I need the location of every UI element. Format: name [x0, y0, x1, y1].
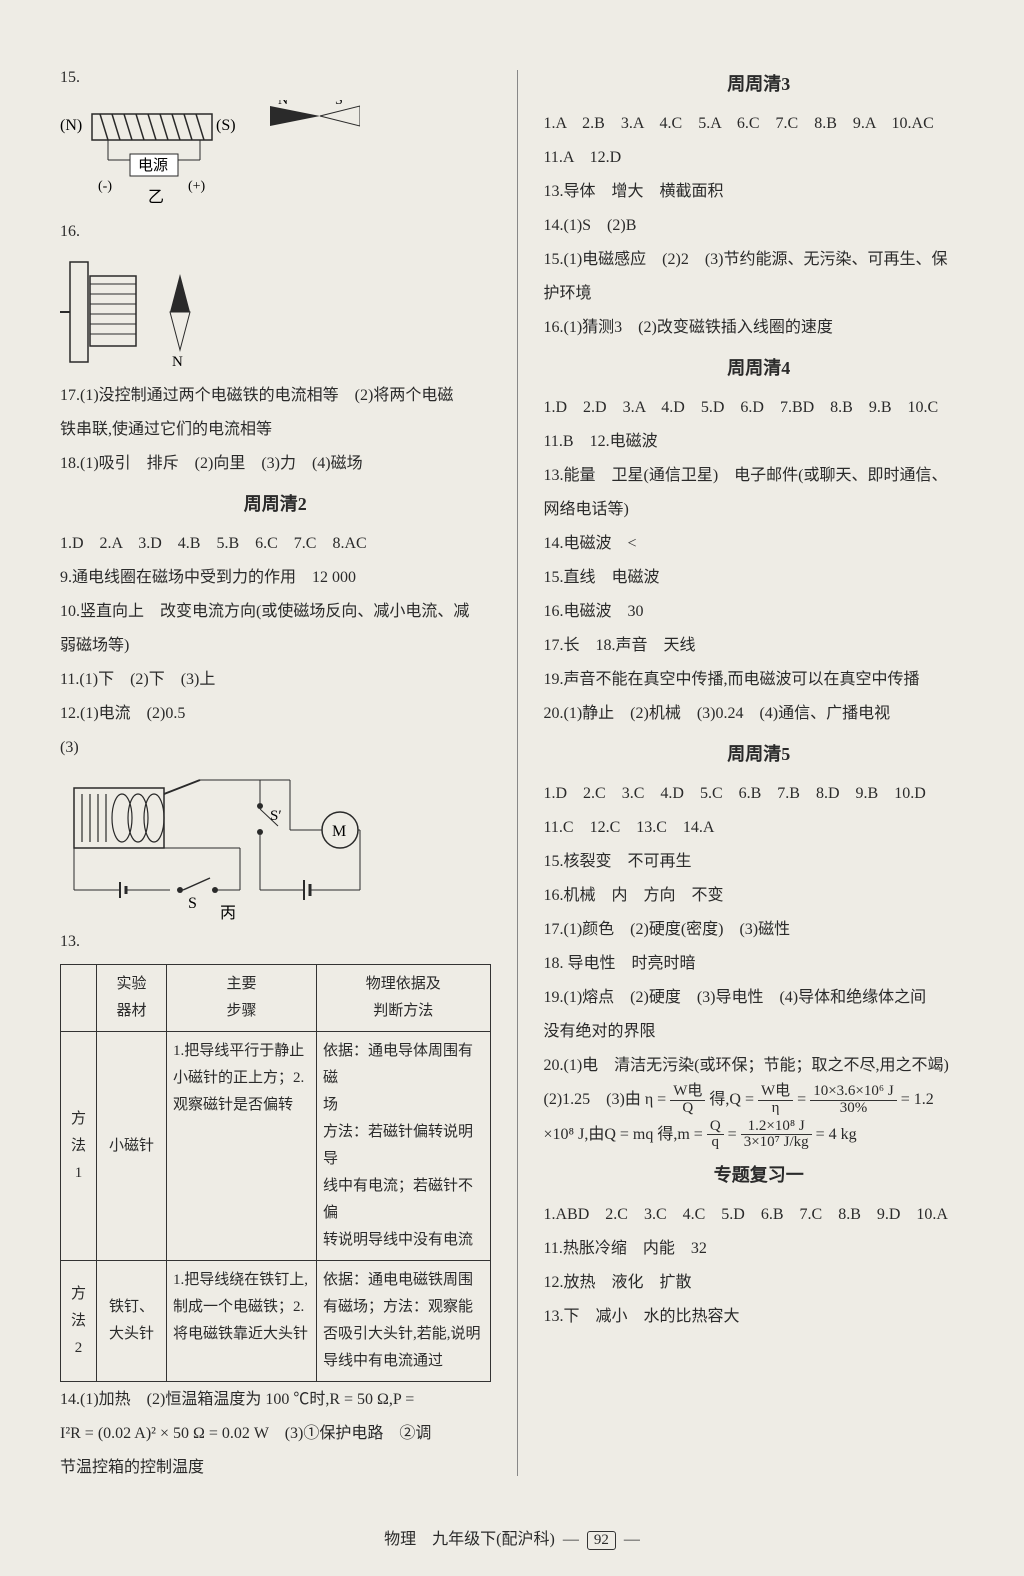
z4: 13.下 减小 水的比热容大: [544, 1301, 975, 1333]
s4-3b: 网络电话等): [544, 494, 975, 526]
s5-5: 17.(1)颜色 (2)硬度(密度) (3)磁性: [544, 914, 975, 946]
section-z-title: 专题复习一: [544, 1157, 975, 1193]
right-column: 周周清3 1.A 2.B 3.A 4.C 5.A 6.C 7.C 8.B 9.A…: [544, 60, 975, 1486]
s3-4: 14.(1)S (2)B: [544, 210, 975, 242]
method-table: 实验器材 主要步骤 物理依据及判断方法 方法1 小磁针 1.把导线平行于静止小磁…: [60, 964, 491, 1382]
svg-text:S′: S′: [270, 808, 282, 824]
row1-c1: 小磁针: [97, 1032, 167, 1261]
s3-5b: 护环境: [544, 278, 975, 310]
svg-text:(S): (S): [216, 117, 236, 134]
s2-12-3: (3): [60, 732, 491, 764]
label-N-paren: (N): [60, 117, 82, 134]
s4-3: 13.能量 卫星(通信卫星) 电子邮件(或聊天、即时通信、: [544, 460, 975, 492]
s2-10b: 弱磁场等): [60, 630, 491, 662]
s2-1: 1.D 2.A 3.D 4.B 5.B 6.C 7.C 8.AC: [60, 528, 491, 560]
q15-figure: (N) (S) N S 电源 (-) (+): [60, 100, 491, 210]
s4-7: 17.长 18.声音 天线: [544, 630, 975, 662]
z1: 1.ABD 2.C 3.C 4.C 5.D 6.B 7.C 8.B 9.D 10…: [544, 1199, 975, 1231]
l18: 18.(1)吸引 排斥 (2)向里 (3)力 (4)磁场: [60, 448, 491, 480]
section-2-title: 周周清2: [60, 486, 491, 522]
l14c: 节温控箱的控制温度: [60, 1452, 491, 1484]
section-4-title: 周周清4: [544, 350, 975, 386]
s2-9: 9.通电线圈在磁场中受到力的作用 12 000: [60, 562, 491, 594]
svg-text:S: S: [335, 100, 343, 108]
s3-6: 16.(1)猜测3 (2)改变磁铁插入线圈的速度: [544, 312, 975, 344]
column-divider: [517, 70, 518, 1476]
section-5-title: 周周清5: [544, 736, 975, 772]
q15-num: 15.: [60, 62, 491, 94]
svg-text:乙: 乙: [148, 189, 164, 206]
svg-text:丙: 丙: [220, 905, 236, 920]
q16-figure: N: [60, 254, 491, 374]
s5-8: 20.(1)电 清洁无污染(或环保；节能；取之不尽,用之不竭): [544, 1050, 975, 1082]
s5-3: 15.核裂变 不可再生: [544, 846, 975, 878]
l17b: 铁串联,使通过它们的电流相等: [60, 414, 491, 446]
svg-text:(+): (+): [188, 179, 206, 194]
row1-c2: 1.把导线平行于静止小磁针的正上方；2.观察磁针是否偏转: [167, 1032, 317, 1261]
z2: 11.热胀冷缩 内能 32: [544, 1233, 975, 1265]
s4-6: 16.电磁波 30: [544, 596, 975, 628]
row2-label: 方法2: [61, 1261, 97, 1382]
left-column: 15. (N) (S) N S 电源: [60, 60, 491, 1486]
row1-c3: 依据：通电导体周围有磁场方法：若磁针偏转说明导线中有电流；若磁针不偏转说明导线中…: [317, 1032, 491, 1261]
l14a: 14.(1)加热 (2)恒温箱温度为 100 ℃时,R = 50 Ω,P =: [60, 1384, 491, 1416]
row1-label: 方法1: [61, 1032, 97, 1261]
s5-10: ×10⁸ J,由Q = mq 得,m = Qq = 1.2×10⁸ J3×10⁷…: [544, 1119, 975, 1152]
row2-c1: 铁钉、大头针: [97, 1261, 167, 1382]
s5-1: 1.D 2.C 3.C 4.D 5.C 6.B 7.B 8.D 9.B 10.D: [544, 778, 975, 810]
s4-4: 14.电磁波 <: [544, 528, 975, 560]
s4-9: 20.(1)静止 (2)机械 (3)0.24 (4)通信、广播电视: [544, 698, 975, 730]
s2-10: 10.竖直向上 改变电流方向(或使磁场反向、减小电流、减: [60, 596, 491, 628]
s3-3: 13.导体 增大 横截面积: [544, 176, 975, 208]
s5-4: 16.机械 内 方向 不变: [544, 880, 975, 912]
svg-text:M: M: [332, 823, 346, 840]
q16-num: 16.: [60, 216, 491, 248]
z3: 12.放热 液化 扩散: [544, 1267, 975, 1299]
l14b: I²R = (0.02 A)² × 50 Ω = 0.02 W (3)①保护电路…: [60, 1418, 491, 1450]
s4-2: 11.B 12.电磁波: [544, 426, 975, 458]
s4-1: 1.D 2.D 3.A 4.D 5.D 6.D 7.BD 8.B 9.B 10.…: [544, 392, 975, 424]
footer-subject: 物理 九年级下(配沪科): [384, 1531, 555, 1548]
s5-7: 19.(1)熔点 (2)硬度 (3)导电性 (4)导体和绝缘体之间: [544, 982, 975, 1014]
s2-11: 11.(1)下 (2)下 (3)上: [60, 664, 491, 696]
svg-text:N: N: [278, 100, 288, 108]
svg-text:电源: 电源: [138, 157, 168, 174]
s3-1: 1.A 2.B 3.A 4.C 5.A 6.C 7.C 8.B 9.A 10.A…: [544, 108, 975, 140]
s5-9: (2)1.25 (3)由 η = W电Q 得,Q = W电η = 10×3.6×…: [544, 1084, 975, 1117]
s5-7b: 没有绝对的界限: [544, 1016, 975, 1048]
s3-5: 15.(1)电磁感应 (2)2 (3)节约能源、无污染、可再生、保: [544, 244, 975, 276]
s5-6: 18. 导电性 时亮时暗: [544, 948, 975, 980]
s4-8: 19.声音不能在真空中传播,而电磁波可以在真空中传播: [544, 664, 975, 696]
page-number: 92: [587, 1531, 616, 1550]
s3-2: 11.A 12.D: [544, 142, 975, 174]
s4-5: 15.直线 电磁波: [544, 562, 975, 594]
l17: 17.(1)没控制通过两个电磁铁的电流相等 (2)将两个电磁: [60, 380, 491, 412]
row2-c3: 依据：通电电磁铁周围有磁场；方法：观察能否吸引大头针,若能,说明导线中有电流通过: [317, 1261, 491, 1382]
svg-text:N: N: [172, 354, 183, 370]
svg-text:(-): (-): [98, 179, 112, 194]
section-3-title: 周周清3: [544, 66, 975, 102]
q12-figure: S S′ M: [60, 770, 491, 920]
s2-12: 12.(1)电流 (2)0.5: [60, 698, 491, 730]
row2-c2: 1.把导线绕在铁钉上,制成一个电磁铁；2.将电磁铁靠近大头针: [167, 1261, 317, 1382]
s5-2: 11.C 12.C 13.C 14.A: [544, 812, 975, 844]
q13: 13.: [60, 926, 491, 958]
svg-text:S: S: [188, 895, 197, 912]
page-footer: 物理 九年级下(配沪科) — 92 —: [0, 1525, 1024, 1550]
